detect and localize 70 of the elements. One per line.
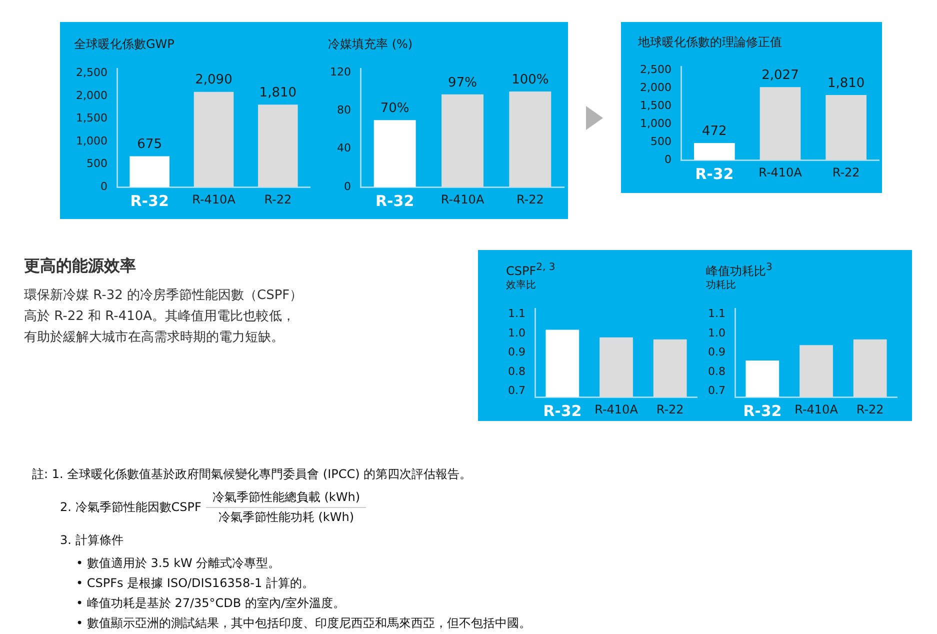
y-tick-label: 2,500 [76,66,108,80]
y-tick-label: 2,500 [640,63,672,76]
x-tick-label: R-22 [264,192,292,206]
text: 有助於緩解大城市在高需求時期的電力短缺。 [24,329,285,347]
y-tick-label: 0.8 [708,364,726,378]
text: • 數值顯示亞洲的測試結果，其中包括印度、印度尼西亞和馬來西亞，但不包括中國。 [76,615,531,632]
chart-subtitle: 效率比 [506,278,537,292]
y-tick-label: 1,000 [640,116,672,130]
y-tick-label: 0.7 [508,384,526,398]
chart-title: 峰值功耗比$^{3}$ [706,262,774,278]
x-tick-label: R-22 [656,402,684,416]
y-tick-label: 80 [336,103,351,116]
x-tick-label: R-410A [758,165,803,180]
x-tick-label: R-410A [794,402,839,416]
x-tick-label: R-32 [743,402,782,420]
text: 3. 計算條件 [60,532,124,549]
text: 更高的能源效率 [24,256,137,277]
x-tick-label: R-410A [594,402,639,416]
y-tick-label: 40 [336,142,351,155]
y-tick-label: 0 [100,180,108,193]
text: • 數值適用於 3.5 kW 分離式冷專型。 [76,555,282,572]
y-tick-label: 0 [664,152,672,166]
data-label: 2,027 [762,68,799,84]
text: • 峰值功耗是基於 27/35°CDB 的室內/室外溫度。 [76,595,346,612]
x-tick-label: R-22 [832,165,860,180]
chart-title: 地球暖化係數的理論修正值 [638,34,783,50]
data-label: 70% [380,101,410,116]
data-label: 97% [448,75,477,90]
x-tick-label: R-32 [376,192,414,210]
y-tick-label: 2,000 [640,81,672,94]
y-tick-label: 0.9 [708,346,726,359]
chart-title: 冷媒填充率 (%) [328,36,414,52]
x-tick-label: R-32 [695,164,734,183]
data-label: 1,810 [259,85,297,100]
x-tick-label: R-410A [192,192,236,206]
x-tick-label: R-32 [130,192,169,210]
text: 高於 R-22 和 R-410A。其峰值用電比也較低， [24,308,296,326]
data-label: 472 [702,124,727,139]
y-tick-label: 0.9 [508,346,526,359]
chart-title: 全球暖化係數GWP [74,36,176,52]
data-label: 100% [512,72,549,88]
y-tick-label: 1.0 [708,326,726,340]
y-tick-label: 2,000 [76,88,108,102]
data-label: 1,810 [827,76,865,91]
data-label: 2,090 [195,72,232,88]
x-tick-label: R-410A [440,192,485,206]
y-tick-label: 1,500 [76,112,108,125]
y-tick-label: 1.1 [508,307,526,320]
x-tick-label: R-32 [543,402,582,420]
y-tick-label: 1.1 [708,307,726,320]
chart-title: CSPF$^{2, 3}$ [506,262,556,278]
y-tick-label: 1,000 [76,134,108,148]
text: 冷氣季節性能總負載 (kWh) [206,489,366,508]
x-tick-label: R-22 [516,192,544,206]
y-tick-label: 120 [330,65,351,78]
y-tick-label: 0.7 [708,384,726,398]
x-tick-label: R-22 [856,402,884,416]
text: 環保新冷媒 R-32 的冷房季節性能因數（CSPF） [24,287,303,305]
y-tick-label: 1.0 [508,326,526,340]
text: 註: 1. 全球暖化係數值基於政府間氣候變化專門委員會 (IPCC) 的第四次評估報告。 [32,466,473,483]
text: 2. 冷氣季節性能因數CSPF [60,499,202,516]
chart-subtitle: 功耗比 [706,278,737,292]
text: • CSPFs 是根據 ISO/DIS16358-1 計算的。 [76,575,315,592]
y-tick-label: 0.8 [508,364,526,378]
data-label: 675 [137,137,162,152]
y-tick-label: 500 [86,157,108,170]
y-tick-label: 0 [344,180,351,193]
y-tick-label: 1,500 [640,98,672,112]
text: 冷氣季節性能功耗 (kWh) [218,509,354,526]
y-tick-label: 500 [650,134,672,148]
